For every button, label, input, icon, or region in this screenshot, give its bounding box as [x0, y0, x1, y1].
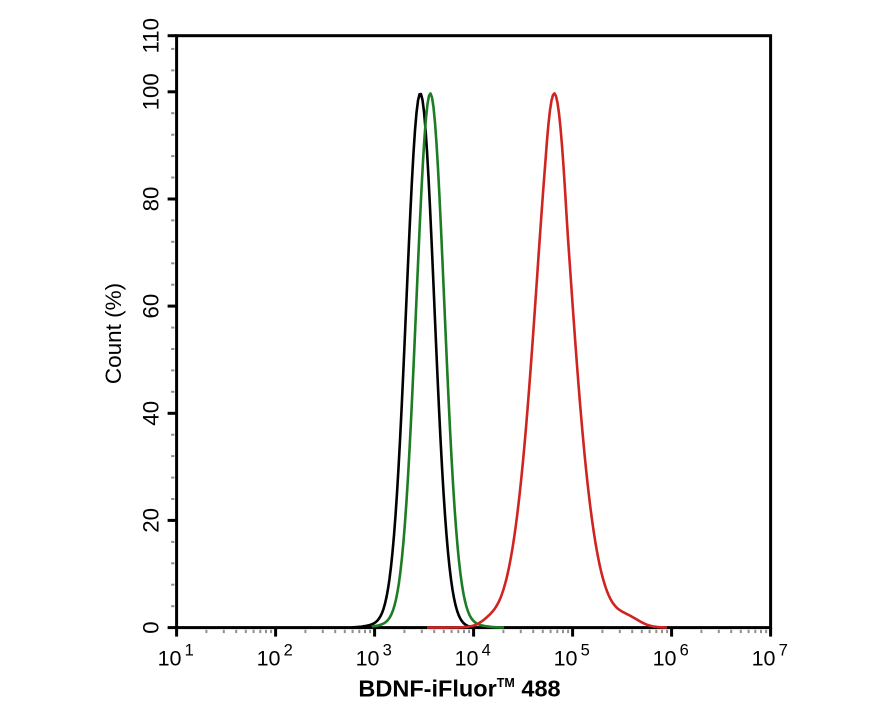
svg-text:10: 10 [455, 647, 479, 671]
svg-text:10: 10 [752, 647, 776, 671]
svg-text:80: 80 [139, 187, 164, 212]
svg-text:10: 10 [653, 647, 677, 671]
svg-text:100: 100 [139, 73, 164, 110]
svg-text:5: 5 [581, 642, 590, 660]
svg-text:3: 3 [383, 642, 392, 660]
svg-text:BDNF-iFluorTM 488: BDNF-iFluorTM 488 [358, 676, 560, 702]
svg-text:1: 1 [185, 642, 194, 660]
svg-text:Count (%): Count (%) [101, 283, 126, 384]
svg-text:20: 20 [139, 508, 164, 533]
svg-text:6: 6 [680, 642, 689, 660]
svg-text:7: 7 [779, 642, 788, 660]
svg-text:10: 10 [554, 647, 578, 671]
svg-text:110: 110 [139, 18, 164, 54]
svg-text:60: 60 [139, 294, 164, 319]
svg-text:0: 0 [139, 621, 164, 633]
svg-text:10: 10 [356, 647, 380, 671]
svg-text:10: 10 [257, 647, 281, 671]
svg-text:4: 4 [482, 642, 491, 660]
svg-text:2: 2 [284, 642, 293, 660]
svg-text:10: 10 [158, 647, 182, 671]
svg-text:40: 40 [139, 401, 164, 426]
